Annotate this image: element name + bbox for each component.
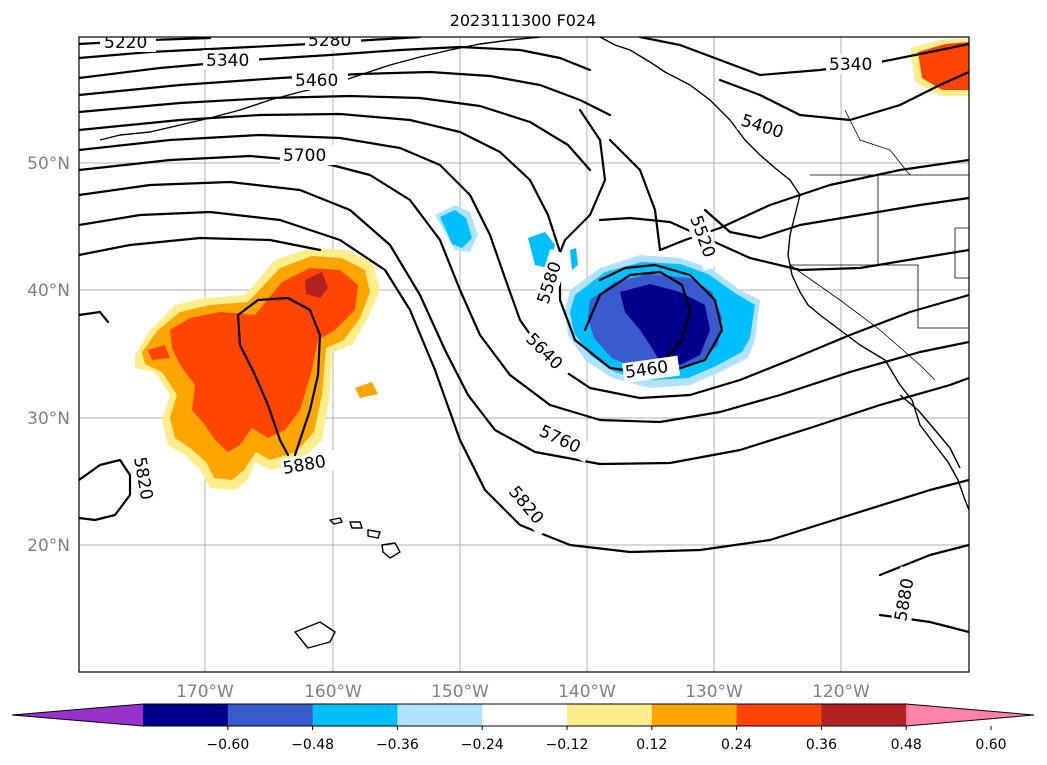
colorbar-segment bbox=[143, 704, 229, 726]
colorbar-tick-label: −0.36 bbox=[376, 737, 419, 753]
contour-label: 5280 bbox=[308, 31, 351, 51]
colorbar-tick-label: −0.48 bbox=[291, 737, 334, 753]
colorbar-tick-label: −0.60 bbox=[206, 737, 249, 753]
contour-label: 5340 bbox=[829, 55, 872, 75]
lat-label: 40°N bbox=[27, 281, 70, 301]
colorbar-tick-label: 0.36 bbox=[806, 737, 837, 753]
colorbar-segment bbox=[651, 704, 738, 726]
contour-label: 5340 bbox=[206, 51, 249, 71]
political-borders bbox=[789, 109, 969, 381]
colorbar-tick-label: 0.12 bbox=[636, 737, 667, 753]
colorbar-extend-min bbox=[12, 704, 143, 726]
colorbar-tick-label: −0.12 bbox=[546, 737, 589, 753]
colorbar-extend-max bbox=[906, 704, 1034, 726]
colorbar: −0.60 −0.48 −0.36 −0.24 −0.12 0.12 0.24 0.36 0.4… bbox=[11, 703, 1035, 753]
lat-label: 50°N bbox=[27, 154, 70, 174]
contour-label: 5400 bbox=[738, 111, 785, 143]
colorbar-tick-label: 0.60 bbox=[975, 737, 1006, 753]
lon-label: 160°W bbox=[304, 682, 362, 702]
colorbar-segment bbox=[397, 704, 483, 726]
latitude-labels: 50°N 40°N 30°N 20°N bbox=[27, 154, 70, 556]
lon-label: 130°W bbox=[685, 682, 743, 702]
plot-frame bbox=[78, 36, 970, 673]
colorbar-segment bbox=[567, 704, 653, 726]
contour-label: 5820 bbox=[129, 455, 156, 501]
colorbar-segment bbox=[736, 704, 822, 726]
lon-label: 120°W bbox=[812, 682, 870, 702]
lon-label: 150°W bbox=[431, 682, 489, 702]
contour-label: 5760 bbox=[536, 421, 584, 457]
contour-label: 5700 bbox=[283, 146, 326, 166]
lon-label: 140°W bbox=[558, 682, 616, 702]
contour-label: 5580 bbox=[534, 259, 566, 306]
contour-label: 5220 bbox=[104, 33, 147, 53]
colorbar-segment bbox=[482, 704, 568, 726]
map-title: 2023111300 F024 bbox=[450, 11, 597, 30]
colorbar-tick-label: 0.24 bbox=[721, 737, 752, 753]
colorbar-tick-label: −0.24 bbox=[461, 737, 504, 753]
contour-label: 5460 bbox=[295, 71, 338, 91]
lon-label: 170°W bbox=[176, 682, 234, 702]
colorbar-segment bbox=[227, 704, 314, 726]
colorbar-tick-label: 0.48 bbox=[891, 737, 922, 753]
lat-label: 20°N bbox=[27, 536, 70, 556]
longitude-labels: 170°W 160°W 150°W 140°W 130°W 120°W bbox=[176, 682, 870, 702]
colorbar-segment bbox=[821, 704, 907, 726]
colorbar-segment bbox=[312, 704, 398, 726]
contour-label: 5880 bbox=[891, 577, 918, 623]
colorbar-outline bbox=[11, 703, 1035, 727]
lat-label: 30°N bbox=[27, 409, 70, 429]
